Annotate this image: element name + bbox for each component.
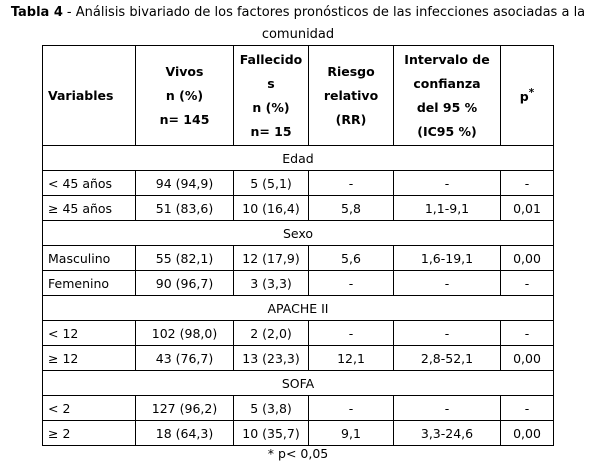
cell: 55 (82,1) bbox=[135, 245, 234, 271]
cell: Masculino bbox=[42, 245, 136, 271]
cell: 3,3-24,6 bbox=[393, 420, 501, 446]
header-line: n (%) bbox=[252, 99, 290, 115]
section-title: APACHE II bbox=[42, 295, 554, 321]
header-line: (IC95 %) bbox=[417, 123, 477, 139]
data-row: Femenino 90 (96,7) 3 (3,3) - - - bbox=[42, 270, 554, 296]
header-line: relativo bbox=[323, 87, 379, 103]
cell: 3 (3,3) bbox=[233, 270, 309, 296]
data-row: ≥ 45 años 51 (83,6) 10 (16,4) 5,8 1,1-9,1 0,0… bbox=[42, 195, 554, 221]
header-cell: Fallecidos n (%) n= 15 bbox=[233, 45, 309, 146]
cell: - bbox=[393, 170, 501, 196]
cell: - bbox=[500, 395, 554, 421]
cell: - bbox=[308, 395, 394, 421]
cell: 1,6-19,1 bbox=[393, 245, 501, 271]
header-line: Riesgo bbox=[327, 63, 375, 79]
caption: Tabla 4- Análisis bivariado de los facto… bbox=[0, 2, 596, 46]
section-row: Edad bbox=[42, 145, 554, 171]
header-line: (RR) bbox=[335, 111, 367, 127]
section-title: Edad bbox=[42, 145, 554, 171]
data-row: < 2 127 (96,2) 5 (3,8) - - - bbox=[42, 395, 554, 421]
cell: 0,00 bbox=[500, 345, 554, 371]
header-line: Variables bbox=[48, 87, 114, 103]
caption-label: Tabla 4 bbox=[10, 5, 63, 20]
cell: - bbox=[393, 395, 501, 421]
cell: ≥ 2 bbox=[42, 420, 136, 446]
cell: 5 (5,1) bbox=[233, 170, 309, 196]
cell: 1,1-9,1 bbox=[393, 195, 501, 221]
header-line: n (%) bbox=[165, 87, 204, 103]
cell: 5,6 bbox=[308, 245, 394, 271]
section-row: APACHE II bbox=[42, 295, 554, 321]
data-row: < 12 102 (98,0) 2 (2,0) - - - bbox=[42, 320, 554, 346]
cell: 12 (17,9) bbox=[233, 245, 309, 271]
cell: - bbox=[308, 270, 394, 296]
cell: ≥ 45 años bbox=[42, 195, 136, 221]
cell: - bbox=[393, 270, 501, 296]
data-row: ≥ 12 43 (76,7) 13 (23,3) 12,1 2,8-52,1 0,00 bbox=[42, 345, 554, 371]
table-body: Edad < 45 años 94 (94,9) 5 (5,1) - - - ≥ 45 año… bbox=[42, 145, 554, 446]
cell: 90 (96,7) bbox=[135, 270, 234, 296]
cell: 51 (83,6) bbox=[135, 195, 234, 221]
section-row: Sexo bbox=[42, 220, 554, 246]
cell: 2 (2,0) bbox=[233, 320, 309, 346]
cell: 0,01 bbox=[500, 195, 554, 221]
header-cell: Variables bbox=[42, 45, 136, 146]
cell: Femenino bbox=[42, 270, 136, 296]
cell: 9,1 bbox=[308, 420, 394, 446]
cell: - bbox=[500, 320, 554, 346]
header-cell: Intervalo de confianza del 95 % (IC95 %) bbox=[393, 45, 501, 146]
cell: 102 (98,0) bbox=[135, 320, 234, 346]
cell: 13 (23,3) bbox=[233, 345, 309, 371]
header-line: Fallecidos bbox=[239, 51, 303, 91]
cell: 18 (64,3) bbox=[135, 420, 234, 446]
header-line: Intervalo de bbox=[404, 51, 490, 67]
cell: 43 (76,7) bbox=[135, 345, 234, 371]
header-line: Vivos bbox=[165, 63, 204, 79]
section-title: Sexo bbox=[42, 220, 554, 246]
cell: 0,00 bbox=[500, 245, 554, 271]
data-row: Masculino 55 (82,1) 12 (17,9) 5,6 1,6-19,1 0,… bbox=[42, 245, 554, 271]
header-line: n= 145 bbox=[159, 111, 210, 127]
cell: 94 (94,9) bbox=[135, 170, 234, 196]
header-line: n= 15 bbox=[250, 123, 292, 139]
cell: ≥ 12 bbox=[42, 345, 136, 371]
cell: 12,1 bbox=[308, 345, 394, 371]
header-row: Variables Vivos n (%) n= 145 Fallecidos n (%)… bbox=[42, 45, 554, 146]
table: Variables Vivos n (%) n= 145 Fallecidos n (%)… bbox=[42, 45, 554, 446]
cell: < 12 bbox=[42, 320, 136, 346]
header-cell: Riesgo relativo (RR) bbox=[308, 45, 394, 146]
header-line: p bbox=[519, 89, 529, 105]
cell: 5 (3,8) bbox=[233, 395, 309, 421]
cell: < 2 bbox=[42, 395, 136, 421]
cell: 10 (35,7) bbox=[233, 420, 309, 446]
cell: - bbox=[308, 170, 394, 196]
cell: 127 (96,2) bbox=[135, 395, 234, 421]
header-line: confianza bbox=[413, 75, 481, 91]
footnote: * p< 0,05 bbox=[267, 446, 329, 461]
cell: 5,8 bbox=[308, 195, 394, 221]
cell: 2,8-52,1 bbox=[393, 345, 501, 371]
data-row: ≥ 2 18 (64,3) 10 (35,7) 9,1 3,3-24,6 0,00 bbox=[42, 420, 554, 446]
cell: 10 (16,4) bbox=[233, 195, 309, 221]
cell: < 45 años bbox=[42, 170, 136, 196]
header-sup: * bbox=[528, 87, 535, 100]
section-row: SOFA bbox=[42, 370, 554, 396]
header-cell: Vivos n (%) n= 145 bbox=[135, 45, 234, 146]
cell: - bbox=[500, 270, 554, 296]
cell: - bbox=[308, 320, 394, 346]
header-line: del 95 % bbox=[416, 99, 478, 115]
section-title: SOFA bbox=[42, 370, 554, 396]
cell: - bbox=[500, 170, 554, 196]
caption-text: - Análisis bivariado de los factores pro… bbox=[66, 5, 586, 42]
cell: - bbox=[393, 320, 501, 346]
data-row: < 45 años 94 (94,9) 5 (5,1) - - - bbox=[42, 170, 554, 196]
header-cell: p* bbox=[500, 45, 554, 146]
cell: 0,00 bbox=[500, 420, 554, 446]
